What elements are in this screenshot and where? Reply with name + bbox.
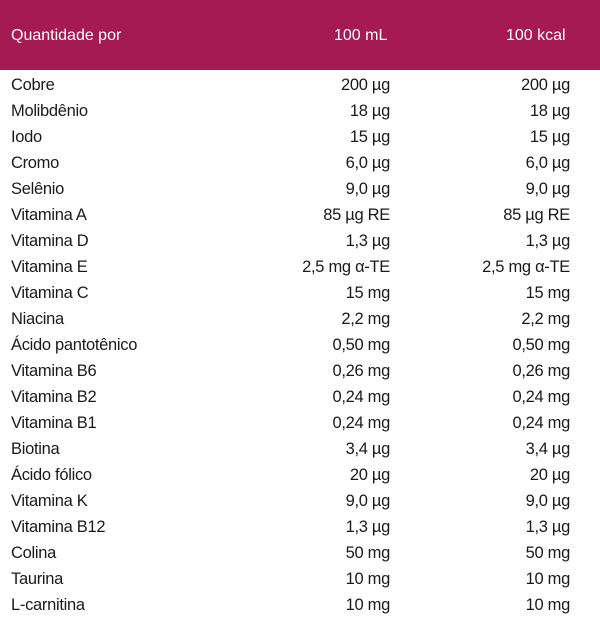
table-row: Vitamina B12 1,3 µg 1,3 µg [0,514,600,540]
nutrient-name: Vitamina D [11,232,89,250]
table-row: Ácido pantotênico 0,50 mg 0,50 mg [0,332,600,358]
value-per-100kcal: 85 µg RE [503,206,570,224]
value-per-100ml: 1,3 µg [345,518,391,536]
value-per-100kcal: 20 µg [529,466,570,484]
table-row: Cobre 200 µg 200 µg [0,72,600,98]
table-row: Taurina 10 mg 10 mg [0,566,600,592]
nutrient-name: Vitamina B12 [11,518,106,536]
value-per-100ml: 2,5 mg α-TE [302,258,390,276]
value-per-100kcal: 10 mg [525,596,571,614]
value-per-100kcal: 15 mg [525,284,571,302]
table-row: L-carnitina 10 mg 10 mg [0,592,600,618]
nutrient-name: Niacina [11,310,64,328]
value-per-100ml: 15 mg [345,284,391,302]
value-per-100ml: 1,3 µg [345,232,391,250]
nutrient-name: Colina [11,544,56,562]
table-row: Vitamina B2 0,24 mg 0,24 mg [0,384,600,410]
value-per-100ml: 50 mg [345,544,391,562]
nutrient-name: Vitamina B2 [11,388,97,406]
value-per-100ml: 10 mg [345,596,391,614]
value-per-100ml: 0,24 mg [332,414,390,432]
value-per-100kcal: 50 mg [525,544,571,562]
value-per-100kcal: 9,0 µg [525,492,571,510]
nutrient-name: Iodo [11,128,42,146]
nutrient-name: Vitamina A [11,206,87,224]
nutrient-name: Ácido pantotênico [11,336,138,354]
table-row: Vitamina K 9,0 µg 9,0 µg [0,488,600,514]
table-header: Quantidade por 100 mL 100 kcal [0,0,600,70]
value-per-100kcal: 2,2 mg [521,310,570,328]
table-row: Vitamina D 1,3 µg 1,3 µg [0,228,600,254]
table-row: Colina 50 mg 50 mg [0,540,600,566]
value-per-100kcal: 18 µg [529,102,570,120]
value-per-100kcal: 3,4 µg [525,440,571,458]
table-row: Niacina 2,2 mg 2,2 mg [0,306,600,332]
nutrient-name: Vitamina E [11,258,88,276]
table-row: Vitamina E 2,5 mg α-TE 2,5 mg α-TE [0,254,600,280]
value-per-100ml: 20 µg [349,466,390,484]
nutrient-name: Molibdênio [11,102,88,120]
table-row: Molibdênio 18 µg 18 µg [0,98,600,124]
value-per-100ml: 3,4 µg [345,440,391,458]
value-per-100ml: 18 µg [349,102,390,120]
table-row: Cromo 6,0 µg 6,0 µg [0,150,600,176]
value-per-100kcal: 0,24 mg [512,388,570,406]
value-per-100kcal: 0,24 mg [512,414,570,432]
value-per-100kcal: 9,0 µg [525,180,571,198]
value-per-100kcal: 0,26 mg [512,362,570,380]
value-per-100ml: 15 µg [349,128,390,146]
nutrient-name: Ácido fólico [11,466,92,484]
header-col-100ml: 100 mL [334,27,388,44]
value-per-100kcal: 15 µg [529,128,570,146]
table-row: Ácido fólico 20 µg 20 µg [0,462,600,488]
table-row: Vitamina A 85 µg RE 85 µg RE [0,202,600,228]
value-per-100ml: 6,0 µg [345,154,391,172]
value-per-100ml: 10 mg [345,570,391,588]
value-per-100kcal: 1,3 µg [525,518,571,536]
value-per-100ml: 9,0 µg [345,492,391,510]
value-per-100ml: 9,0 µg [345,180,391,198]
value-per-100ml: 0,26 mg [332,362,390,380]
table-row: Vitamina C 15 mg 15 mg [0,280,600,306]
nutrient-name: Vitamina B1 [11,414,97,432]
value-per-100ml: 0,24 mg [332,388,390,406]
value-per-100ml: 200 µg [341,76,390,94]
table-row: Iodo 15 µg 15 µg [0,124,600,150]
nutrient-name: Vitamina K [11,492,88,510]
header-label: Quantidade por [11,27,122,44]
value-per-100kcal: 0,50 mg [512,336,570,354]
nutrient-name: Vitamina B6 [11,362,97,380]
value-per-100kcal: 1,3 µg [525,232,571,250]
nutrient-name: Vitamina C [11,284,89,302]
value-per-100kcal: 200 µg [521,76,570,94]
header-col-100kcal: 100 kcal [506,27,566,44]
nutrient-name: L-carnitina [11,596,85,614]
value-per-100kcal: 2,5 mg α-TE [482,258,570,276]
nutrient-name: Biotina [11,440,60,458]
table-row: Vitamina B6 0,26 mg 0,26 mg [0,358,600,384]
value-per-100kcal: 6,0 µg [525,154,571,172]
table-body: Cobre 200 µg 200 µg Molibdênio 18 µg 18 µg Iod… [0,72,600,618]
table-row: Biotina 3,4 µg 3,4 µg [0,436,600,462]
value-per-100ml: 85 µg RE [323,206,390,224]
table-row: Vitamina B1 0,24 mg 0,24 mg [0,410,600,436]
nutrient-name: Cobre [11,76,55,94]
nutrient-name: Selênio [11,180,64,198]
nutrient-name: Taurina [11,570,64,588]
value-per-100ml: 2,2 mg [341,310,390,328]
table-row: Selênio 9,0 µg 9,0 µg [0,176,600,202]
value-per-100kcal: 10 mg [525,570,571,588]
nutrient-name: Cromo [11,154,60,172]
value-per-100ml: 0,50 mg [332,336,390,354]
